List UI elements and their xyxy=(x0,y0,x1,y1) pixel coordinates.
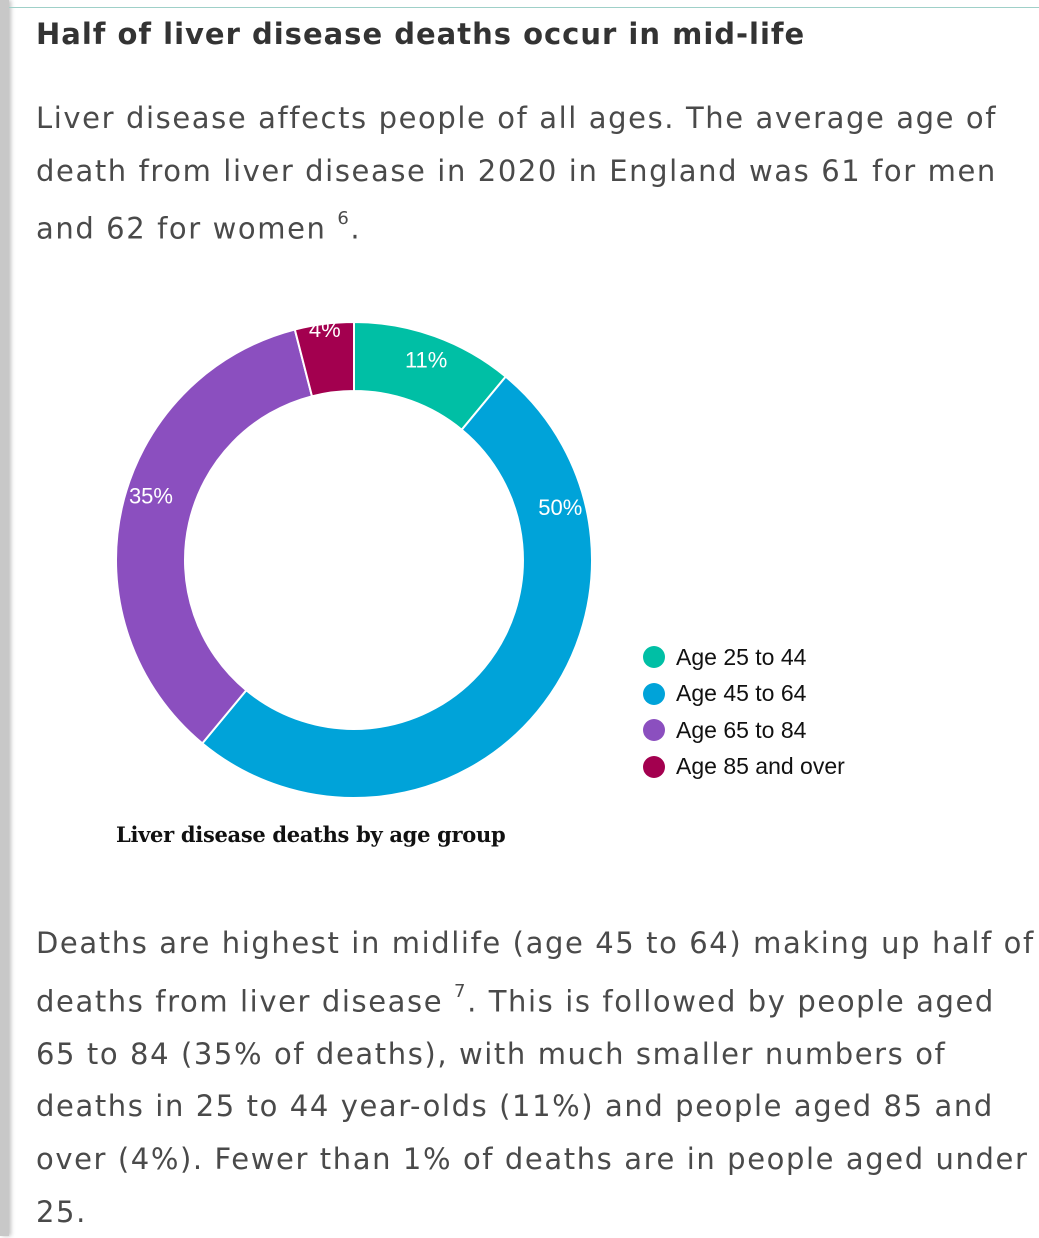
summary-line: 65 to 84 (35% of deaths), with much smal… xyxy=(36,1036,947,1071)
intro-paragraph: Liver disease affects people of all ages… xyxy=(36,92,997,255)
summary-line: deaths in 25 to 44 year-olds (11%) and p… xyxy=(36,1089,994,1124)
legend-item[interactable]: Age 25 to 44 xyxy=(643,639,845,676)
intro-text: and 62 for women xyxy=(36,211,338,246)
page-left-border xyxy=(0,0,9,1236)
legend-swatch xyxy=(643,755,665,778)
legend-swatch xyxy=(643,719,665,742)
donut-chart: 11% 50% 35% 4% xyxy=(115,317,593,799)
legend-label: Age 85 and over xyxy=(676,753,845,780)
legend-label: Age 45 to 64 xyxy=(676,680,807,707)
article-content: Half of liver disease deaths occur in mi… xyxy=(36,12,1039,1229)
legend-swatch xyxy=(643,646,665,669)
intro-line: death from liver disease in 2020 in Engl… xyxy=(36,153,997,188)
summary-line: 25. xyxy=(36,1194,87,1229)
legend-swatch xyxy=(643,682,665,705)
donut-slice-age-45-to-64[interactable] xyxy=(200,375,593,799)
top-divider xyxy=(9,7,1039,8)
summary-text-end: . This is followed by people aged xyxy=(467,984,995,1019)
chart-title: Liver disease deaths by age group xyxy=(116,822,506,847)
chart-legend: Age 25 to 44 Age 45 to 64 Age 65 to 84 Age … xyxy=(643,639,845,785)
slice-label: 11% xyxy=(405,348,447,373)
legend-item[interactable]: Age 45 to 64 xyxy=(643,676,845,713)
summary-line: over (4%). Fewer than 1% of deaths are i… xyxy=(36,1142,1029,1177)
section-heading: Half of liver disease deaths occur in mi… xyxy=(36,17,806,51)
summary-line: deaths from liver disease 7. This is fol… xyxy=(36,970,1035,1028)
legend-label: Age 65 to 84 xyxy=(676,716,807,743)
legend-item[interactable]: Age 65 to 84 xyxy=(643,712,845,749)
legend-item[interactable]: Age 85 and over xyxy=(643,749,845,786)
summary-paragraph: Deaths are highest in midlife (age 45 to… xyxy=(36,917,1035,1238)
intro-text-end: . xyxy=(350,211,362,246)
slice-label: 4% xyxy=(309,317,341,342)
footnote-ref-7[interactable]: 7 xyxy=(454,980,468,1002)
intro-line: and 62 for women 6. xyxy=(36,197,997,255)
slice-label: 50% xyxy=(538,495,582,520)
intro-line: Liver disease affects people of all ages… xyxy=(36,101,998,135)
donut-slice-age-85-and-over[interactable] xyxy=(293,320,355,398)
slice-label: 35% xyxy=(129,484,173,509)
legend-label: Age 25 to 44 xyxy=(676,643,807,670)
footnote-ref-6[interactable]: 6 xyxy=(337,208,351,230)
summary-text: deaths from liver disease xyxy=(36,984,455,1019)
donut-slice-age-65-to-84[interactable] xyxy=(115,328,314,745)
summary-line: Deaths are highest in midlife (age 45 to… xyxy=(36,926,1035,960)
